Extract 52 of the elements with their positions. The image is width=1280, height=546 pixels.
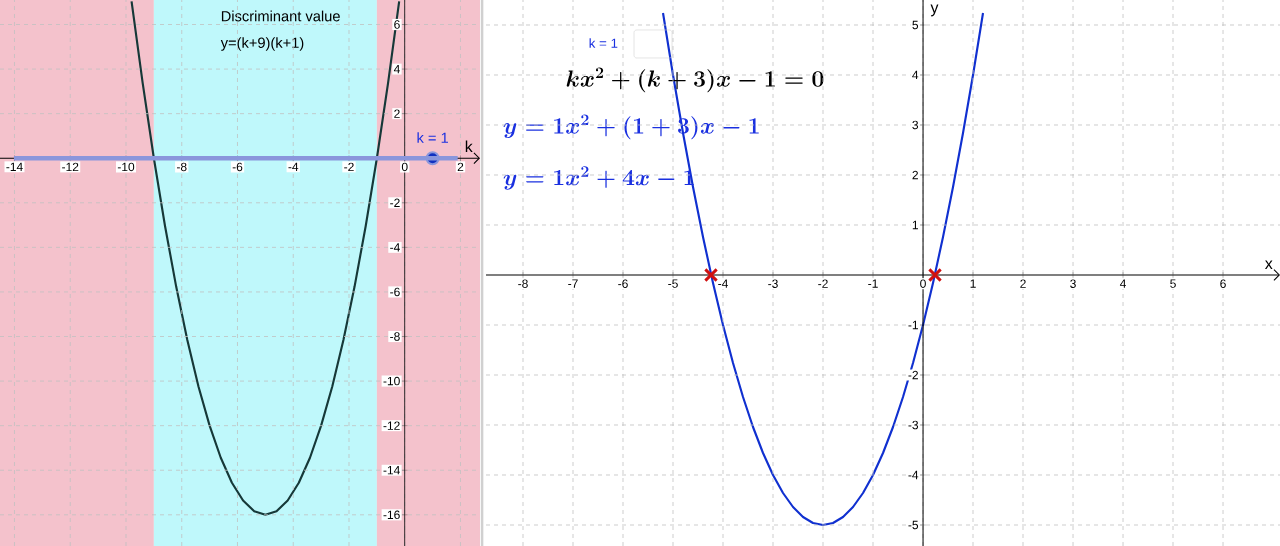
y-tick-label: 1 [912,220,918,230]
x-tick-label: -2 [818,279,828,288]
y-tick-label: 6 [394,20,400,29]
y-tick-label: 4 [912,70,919,80]
x-tick-label: 6 [1220,279,1226,288]
x-tick-label: -3 [768,279,778,288]
x-tick-label: -6 [232,162,243,172]
y-tick-label: -6 [390,287,400,297]
y-tick-label: -10 [383,376,400,386]
y-tick-label: 2 [912,170,918,180]
x-tick-label: 4 [1119,279,1126,288]
x-tick-label: -10 [117,162,135,172]
y-tick-label: -2 [908,370,918,380]
x-tick-label: 2 [457,162,464,172]
x-tick-label: -7 [568,279,578,288]
y-tick-label: -8 [390,332,400,341]
y-tick-label: -1 [908,320,918,330]
y-tick-label: 5 [912,20,919,30]
y-tick-label: -2 [390,198,400,207]
annotation: k = 1 [417,132,448,143]
x-tick-label: -14 [6,162,23,171]
x-tick-label: 3 [1070,279,1076,288]
x-tick-label: -2 [344,162,354,172]
x-tick-label: -1 [868,279,878,288]
x-tick-label: 5 [1170,279,1176,288]
y-tick-label: -3 [908,420,919,430]
x-tick-label: 2 [1020,279,1026,288]
y-tick-label: -5 [908,520,919,530]
x-axis-title: x [1264,260,1273,269]
text: y=(k+9)(k+1) [220,37,304,51]
x-tick-label: 0 [401,162,408,172]
y-tick-label: -14 [383,466,400,475]
y-tick-label: -4 [908,470,919,480]
x-tick-label: -12 [62,162,79,172]
annotation: k = 1 [589,38,618,48]
x-tick-label: -5 [668,279,678,288]
x-axis-title: k [465,140,473,153]
x-tick-label: 0 [920,279,926,288]
x-tick-label: -4 [288,162,299,171]
y-tick-label: 2 [394,109,400,118]
y-tick-label: -16 [383,510,400,520]
y-tick-label: 4 [393,64,400,74]
x-tick-label: -8 [518,279,528,288]
y-tick-label: 3 [912,120,919,130]
x-tick-label: -4 [718,279,728,288]
x-tick-label: -8 [176,162,187,172]
y-axis-title: y [930,4,939,17]
y-tick-label: -4 [390,243,400,252]
x-tick-label: 1 [970,279,976,288]
y-tick-label: -12 [383,421,400,430]
text: Discriminant value [221,10,340,22]
x-tick-label: -6 [618,279,628,288]
